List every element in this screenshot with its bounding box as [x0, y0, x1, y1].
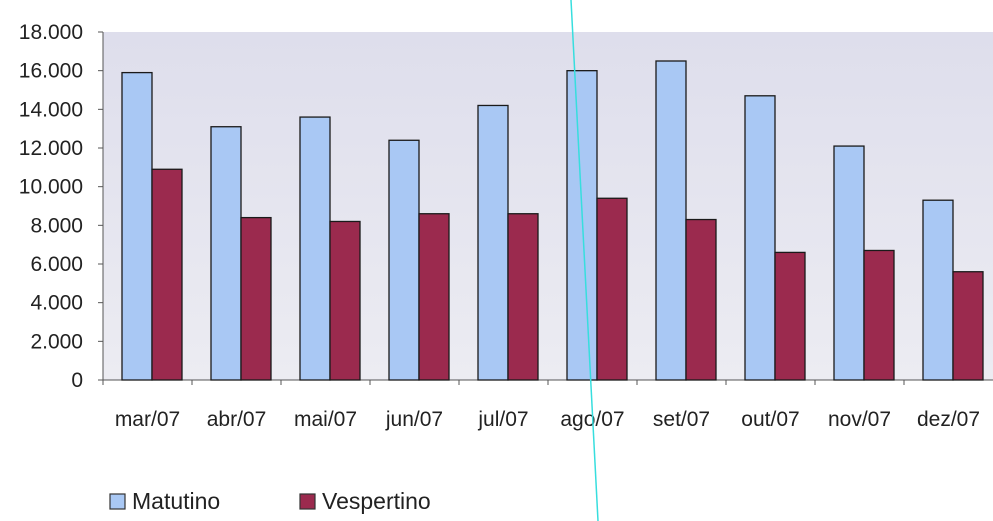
y-tick-label: 12.000: [19, 137, 83, 160]
bar-matutino-dez-07: [922, 199, 954, 381]
bar-vespertino-mai-07: [329, 220, 361, 381]
annotation-line: [570, 0, 599, 521]
x-tick-label: jul/07: [477, 408, 528, 431]
x-tick-label: mai/07: [294, 408, 357, 431]
y-tick-label: 6.000: [30, 253, 83, 276]
x-tick-label: dez/07: [917, 408, 980, 431]
bar-vespertino-out-07: [774, 251, 806, 381]
bar-vespertino-dez-07: [952, 271, 984, 381]
x-tick-label: nov/07: [828, 408, 891, 431]
bar-matutino-jun-07: [388, 139, 420, 381]
bar-vespertino-mar-07: [151, 168, 183, 381]
y-tick-label: 16.000: [19, 60, 83, 83]
x-tick-label: jun/07: [385, 408, 443, 431]
bar-vespertino-jul-07: [507, 213, 539, 381]
bar-matutino-set-07: [655, 60, 687, 381]
bar-vespertino-abr-07: [240, 216, 272, 381]
y-tick-label: 14.000: [19, 98, 83, 121]
y-tick-label: 10.000: [19, 176, 83, 199]
bar-vespertino-jun-07: [418, 213, 450, 381]
legend-label-vespertino: Vespertino: [322, 488, 431, 514]
legend-swatch-vespertino: [299, 493, 316, 510]
legend-label-matutino: Matutino: [132, 488, 220, 514]
bar-vespertino-nov-07: [863, 249, 895, 381]
y-tick-label: 8.000: [30, 214, 83, 237]
x-axis-labels: mar/07abr/07mai/07jun/07jul/07ago/07set/…: [102, 380, 980, 431]
y-tick-label: 4.000: [30, 292, 83, 315]
bars: [121, 60, 984, 381]
bar-vespertino-ago-07: [596, 197, 628, 381]
legend-swatch-matutino: [109, 493, 126, 510]
bar-matutino-mar-07: [121, 71, 153, 381]
x-tick-label: mar/07: [115, 408, 180, 431]
bar-matutino-nov-07: [833, 145, 865, 381]
y-tick-label: 2.000: [30, 330, 83, 353]
bar-matutino-jul-07: [477, 104, 509, 381]
x-tick-label: set/07: [653, 408, 710, 431]
y-tick-label: 18.000: [19, 21, 83, 44]
x-tick-label: out/07: [741, 408, 799, 431]
x-tick-label: abr/07: [207, 408, 267, 431]
bar-matutino-abr-07: [210, 126, 242, 381]
legend: Matutino Vespertino: [109, 488, 431, 514]
bar-matutino-out-07: [744, 95, 776, 381]
bar-vespertino-set-07: [685, 218, 717, 381]
y-axis: 0 2.000 4.000 6.000 8.000 10.000 12.000 14.000 1…: [19, 21, 993, 392]
y-tick-label: 0: [71, 369, 83, 392]
bar-matutino-mai-07: [299, 116, 331, 381]
